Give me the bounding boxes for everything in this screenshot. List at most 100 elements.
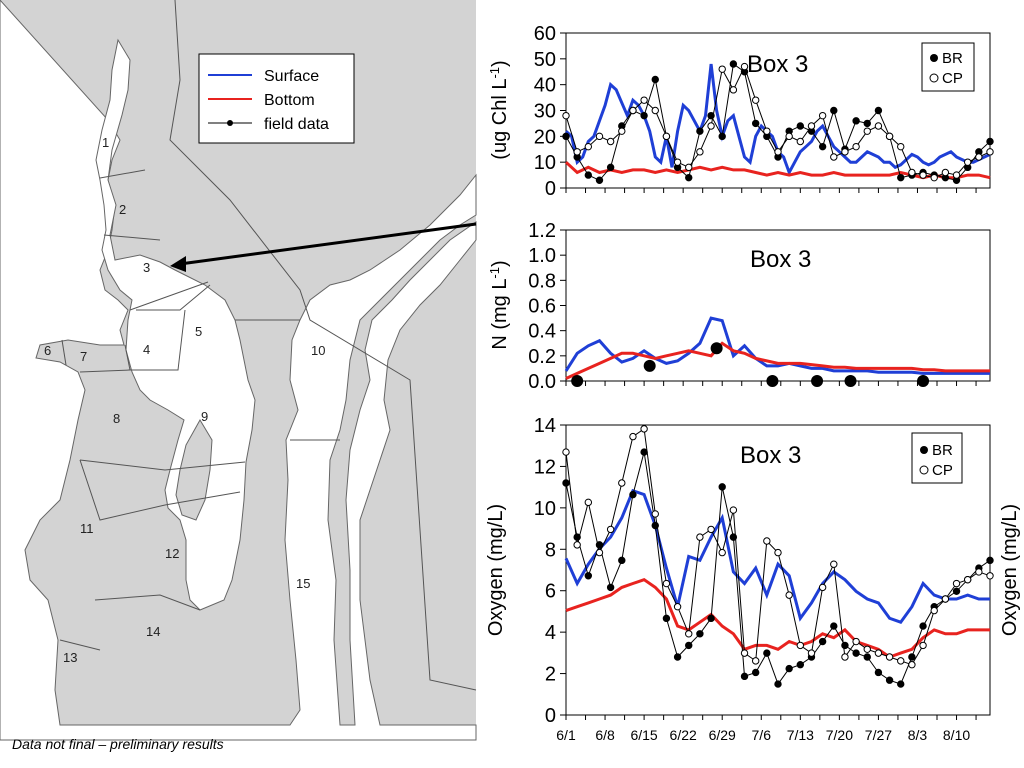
series-line-surface (564, 488, 990, 624)
data-point-br (640, 111, 648, 120)
y-axis-label: N (mg L-1) (487, 260, 512, 349)
data-point-br (718, 483, 726, 491)
data-point-br (751, 119, 760, 128)
box-label-11: 11 (80, 521, 94, 536)
map-legend: Surface Bottom field data (198, 53, 355, 144)
data-point-cp (785, 132, 793, 141)
y-tick-label: 60 (534, 23, 556, 45)
data-point-br (740, 672, 749, 681)
data-point-br (986, 556, 994, 565)
box-label-6: 6 (44, 343, 51, 358)
data-point-field-data (643, 359, 656, 372)
data-point-field-data (811, 375, 824, 387)
box-label-4: 4 (143, 342, 150, 357)
legend-cp-marker (919, 465, 929, 475)
data-point-field-data (766, 375, 779, 387)
data-point-br (841, 641, 849, 650)
chart-oxygen: Box 3 Oxygen (mg/L) Oxygen (mg/L) BR CP … (485, 415, 1021, 743)
x-tick-label: 7/13 (787, 727, 814, 743)
data-point-br (584, 171, 593, 179)
map-water-body (0, 0, 477, 741)
data-point-cp (651, 510, 659, 518)
data-point-cp (718, 548, 726, 557)
box-label-5: 5 (195, 324, 202, 339)
legend-box (921, 42, 975, 92)
data-point-cp (986, 572, 994, 580)
data-point-br (662, 614, 671, 623)
data-point-cp (673, 158, 682, 166)
x-tick-label: 6/8 (595, 727, 615, 743)
data-point-cp (573, 541, 581, 549)
data-point-cp (863, 645, 871, 653)
y-tick-label: 30 (534, 101, 556, 123)
data-point-cp (662, 132, 671, 141)
box-label-2: 2 (119, 202, 126, 217)
data-point-cp (584, 142, 593, 151)
data-point-cp (796, 137, 805, 146)
box-label-10: 10 (311, 343, 325, 358)
data-point-br (830, 106, 838, 115)
data-point-cp (841, 653, 849, 661)
chart-title: Box 3 (750, 246, 811, 273)
data-point-br (562, 132, 570, 141)
data-point-br (796, 122, 805, 130)
data-point-cp (986, 148, 994, 156)
chart-title: Box 3 (740, 442, 801, 469)
data-point-cp (606, 137, 615, 146)
data-point-cp (818, 111, 827, 120)
data-point-cp (941, 595, 950, 603)
data-point-cp (952, 579, 961, 588)
data-point-br (774, 680, 782, 688)
data-point-cp (807, 649, 816, 657)
data-point-cp (763, 127, 771, 135)
pointer-arrow (170, 222, 477, 272)
y-tick-label: 2 (545, 664, 556, 686)
data-point-cp (774, 148, 782, 156)
x-tick-label: 6/15 (630, 727, 657, 743)
data-point-cp (818, 583, 827, 592)
data-point-br (629, 490, 637, 499)
data-point-cp (707, 122, 715, 130)
map-legend-surface-label: Surface (264, 68, 319, 85)
map-legend-bottom-label: Bottom (264, 92, 315, 109)
data-point-br (852, 117, 860, 125)
y-tick-label: 14 (534, 415, 556, 437)
data-point-cp (885, 653, 894, 661)
y-axis-label: (ug Chl L-1) (487, 60, 512, 159)
y-tick-label: 0 (545, 178, 556, 200)
data-point-cp (975, 153, 983, 161)
legend-cp-label: CP (932, 462, 953, 479)
data-point-cp (673, 603, 682, 611)
footnote: Data not final – preliminary results (12, 736, 224, 752)
data-point-cp (852, 637, 860, 646)
data-point-br (584, 572, 593, 580)
data-point-cp (685, 630, 693, 638)
data-point-cp (863, 127, 871, 135)
map-state-line (169, 0, 477, 691)
data-point-br (818, 142, 827, 151)
data-point-br (718, 132, 726, 141)
box-label-7: 7 (80, 349, 87, 364)
data-point-cp (618, 127, 626, 135)
box-label-3: 3 (143, 260, 150, 275)
x-tick-label: 8/3 (908, 727, 928, 743)
data-point-br (707, 614, 715, 623)
data-point-br (618, 556, 626, 565)
data-point-br (640, 448, 648, 456)
map-bay-upper (95, 38, 256, 611)
data-point-cp (919, 641, 927, 650)
map-box-labels: 1 2 3 4 5 6 7 8 9 10 11 12 13 14 15 (44, 135, 325, 665)
x-tick-label: 6/29 (709, 727, 736, 743)
data-point-cp (595, 548, 604, 557)
data-point-br (729, 60, 738, 68)
legend-cp-label: CP (942, 70, 963, 87)
data-point-cp (562, 448, 570, 456)
legend-br-label: BR (942, 50, 963, 67)
box-label-1: 1 (102, 135, 109, 150)
box-label-12: 12 (165, 546, 179, 561)
y-tick-label: 4 (545, 622, 556, 644)
data-point-cp (606, 525, 615, 534)
y-tick-label: 20 (534, 126, 556, 148)
box-label-14: 14 (146, 624, 160, 639)
